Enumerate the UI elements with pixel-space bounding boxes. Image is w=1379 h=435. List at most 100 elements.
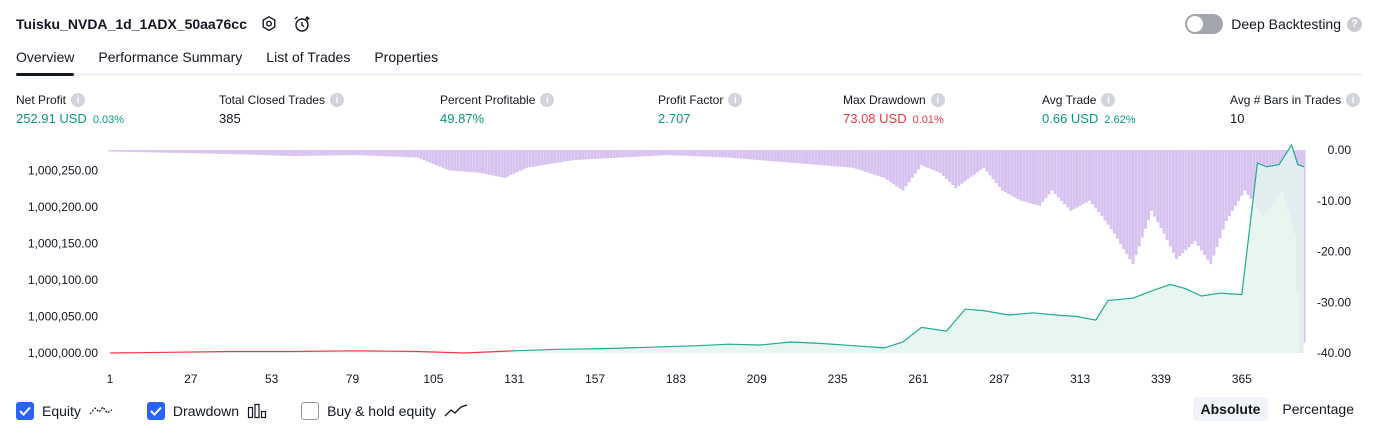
info-icon[interactable]: i [1101,93,1116,107]
drawdown-bar [602,150,606,159]
trend-line-icon [444,404,468,418]
drawdown-bar [1022,150,1026,202]
metric-label: Profit Factor [658,93,724,107]
drawdown-bar [382,150,386,157]
drawdown-bar [745,150,749,160]
left-axis-tick-label: 1,000,150.00 [28,236,98,250]
info-icon[interactable]: i [71,93,86,107]
drawdown-bar [842,150,846,168]
metric-percent: 2.62% [1104,114,1136,126]
info-icon[interactable]: i [330,93,345,107]
drawdown-bar [941,150,945,176]
drawdown-bar [497,150,501,177]
drawdown-bar [441,150,445,168]
equity-drawdown-chart[interactable]: 1,000,000.00 1,000,050.00 1,000,100.00 1,00… [0,138,1379,390]
drawdown-bar [606,150,609,159]
right-axis-tick-label: -30.00 [1317,295,1351,309]
drawdown-bar [236,150,239,155]
strategy-title: Tuisku_NVDA_1d_1ADX_50aa76cc [16,16,247,32]
left-axis-tick-label: 1,000,050.00 [28,309,98,323]
drawdown-bar [288,150,292,156]
x-axis-tick-label: 209 [747,372,767,386]
metric-value: 385 [219,111,241,126]
info-icon[interactable]: i [1346,93,1361,107]
drawdown-bar [1004,150,1007,193]
drawdown-bar [1075,150,1079,208]
drawdown-bar [1087,150,1091,201]
drawdown-bar [1010,150,1014,196]
legend-buy-hold-equity[interactable]: Buy & hold equity [301,402,468,420]
tab-performance-summary[interactable]: Performance Summary [98,49,243,65]
alarm-clock-icon[interactable] [291,13,313,35]
drawdown-bar [655,150,659,156]
question-icon[interactable]: ? [1347,16,1362,32]
drawdown-bar [1187,150,1191,248]
drawdown-bar [372,150,376,156]
drawdown-bar [170,150,174,153]
drawdown-bar [997,150,1001,187]
drawdown-bar [1112,150,1116,234]
buy-hold-checkbox[interactable] [301,402,320,420]
drawdown-bar [248,150,252,155]
metric-value: 49.87% [440,111,485,126]
legend-drawdown[interactable]: Drawdown [146,402,267,420]
info-icon[interactable]: i [728,93,743,107]
tab-properties[interactable]: Properties [374,49,439,65]
drawdown-bar [1140,150,1144,238]
absolute-mode-button[interactable]: Absolute [1192,397,1269,421]
tab-list-of-trades[interactable]: List of Trades [266,49,351,65]
drawdown-bar [1203,150,1206,256]
drawdown-bar [1119,150,1123,244]
legend-equity[interactable]: Equity [16,402,113,420]
drawdown-bar [329,150,333,156]
drawdown-bar [1038,150,1042,206]
drawdown-bar [120,150,124,152]
drawdown-bar [798,150,802,164]
drawdown-bar [624,150,628,158]
equity-line-below [109,350,515,354]
drawdown-bar [857,150,861,170]
drawdown-bar [472,150,476,173]
metric-avg-trade: Avg Trade i 0.66 USD 2.62% [1042,93,1136,126]
percentage-mode-button[interactable]: Percentage [1282,401,1354,417]
drawdown-bar [584,150,588,160]
drawdown-bar [487,150,491,175]
drawdown-bar [721,150,725,158]
drawdown-bar [425,150,429,162]
info-icon[interactable]: i [930,93,945,107]
drawdown-bar [1047,150,1051,195]
drawdown-bar [1044,150,1048,199]
drawdown-bar [1084,150,1088,203]
drawdown-bar [904,150,908,187]
drawdown-bar [1053,150,1057,194]
drawdown-bar [562,150,566,162]
metric-percent-profitable: Percent Profitable i 49.87% [440,93,555,126]
deep-backtesting-toggle[interactable] [1185,14,1224,34]
drawdown-bar [459,150,463,172]
tab-overview[interactable]: Overview [16,44,75,76]
drawdown-bar [627,150,631,158]
drawdown-bar [689,150,693,157]
drawdown-bar [550,150,554,164]
drawdown-bar [211,150,215,154]
drawdown-checkbox[interactable] [146,402,165,420]
drawdown-bar [326,150,330,156]
drawdown-bar [786,150,790,163]
drawdown-bar [1249,150,1253,200]
gear-icon[interactable] [258,13,280,35]
drawdown-bar [307,150,311,156]
drawdown-bar [795,150,799,164]
drawdown-bar [124,150,128,152]
drawdown-bar [478,150,482,173]
equity-checkbox[interactable] [16,402,34,420]
drawdown-bar [167,150,171,153]
info-icon[interactable]: i [540,93,555,107]
drawdown-bar [214,150,218,154]
drawdown-bar [724,150,728,158]
drawdown-bar [469,150,473,173]
drawdown-bar [907,150,911,183]
drawdown-bar [643,150,647,157]
drawdown-bar [1212,150,1216,256]
drawdown-bar [972,150,976,175]
drawdown-bar [413,150,417,158]
